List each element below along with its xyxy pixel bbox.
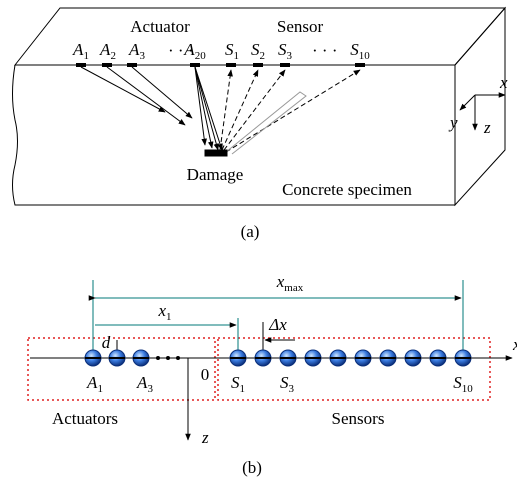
label-sub: 20 bbox=[195, 50, 207, 62]
coordinate-axes bbox=[460, 95, 505, 130]
label-sub: 10 bbox=[359, 50, 371, 62]
element-label: S1 bbox=[225, 40, 239, 62]
panel-a-text: Actuator Sensor · · · · · · Damage Concr… bbox=[130, 17, 412, 241]
label-sub: 3 bbox=[147, 383, 153, 395]
label-base: A bbox=[136, 373, 148, 392]
d-label: d bbox=[102, 333, 111, 352]
element-label: S3 bbox=[278, 40, 293, 62]
axis-x: x bbox=[499, 73, 508, 92]
specimen-block bbox=[13, 8, 506, 205]
element-label: A20 bbox=[183, 40, 206, 62]
element-label: A3 bbox=[136, 373, 153, 395]
label-base: A bbox=[128, 40, 140, 59]
element-label: A2 bbox=[99, 40, 116, 62]
label-sub: 1 bbox=[166, 311, 172, 323]
z-axis-label: z bbox=[201, 428, 209, 447]
label-sub: 3 bbox=[287, 50, 293, 62]
label-sub: 3 bbox=[289, 383, 295, 395]
element-label: S3 bbox=[280, 373, 295, 395]
element-label: S1 bbox=[231, 373, 245, 395]
axis-z: z bbox=[483, 118, 491, 137]
dx-label: Δx bbox=[268, 315, 287, 334]
sensors-label: Sensors bbox=[332, 409, 385, 428]
label-sub: 1 bbox=[83, 50, 89, 62]
element-label: S2 bbox=[251, 40, 265, 62]
label-base: A bbox=[72, 40, 84, 59]
caption: (b) bbox=[242, 458, 262, 477]
sensor-label: Sensor bbox=[277, 17, 324, 36]
label-sub: 3 bbox=[139, 50, 145, 62]
axis-y: y bbox=[448, 113, 458, 132]
label-sub: 2 bbox=[260, 50, 266, 62]
x-axis-label: x bbox=[512, 335, 517, 354]
element-label: S10 bbox=[453, 373, 473, 395]
xmax-label: xmax bbox=[276, 272, 304, 294]
damage-label: Damage bbox=[187, 165, 244, 184]
actuators-label: Actuators bbox=[52, 409, 118, 428]
label-sub: 10 bbox=[462, 383, 474, 395]
caption: (a) bbox=[241, 222, 260, 241]
origin: 0 bbox=[201, 365, 210, 384]
element-label: A1 bbox=[86, 373, 103, 395]
label-sub: 1 bbox=[234, 50, 240, 62]
element-label: A1 bbox=[72, 40, 89, 62]
label-sub: max bbox=[284, 282, 303, 294]
label-base: A bbox=[99, 40, 111, 59]
label-base: A bbox=[86, 373, 98, 392]
specimen-label: Concrete specimen bbox=[282, 180, 412, 199]
label-base: A bbox=[183, 40, 195, 59]
label-sub: 2 bbox=[110, 50, 116, 62]
element-label: A3 bbox=[128, 40, 145, 62]
element-label: S10 bbox=[350, 40, 370, 62]
x1-label: x1 bbox=[157, 301, 171, 323]
ellipsis: · · · bbox=[312, 41, 337, 60]
actuator-label: Actuator bbox=[130, 17, 190, 36]
label-sub: 1 bbox=[240, 383, 246, 395]
figure: Actuator Sensor · · · · · · Damage Concr… bbox=[0, 0, 517, 487]
gap-dots bbox=[156, 356, 180, 360]
wave-paths bbox=[81, 67, 360, 156]
label-sub: 1 bbox=[97, 383, 103, 395]
